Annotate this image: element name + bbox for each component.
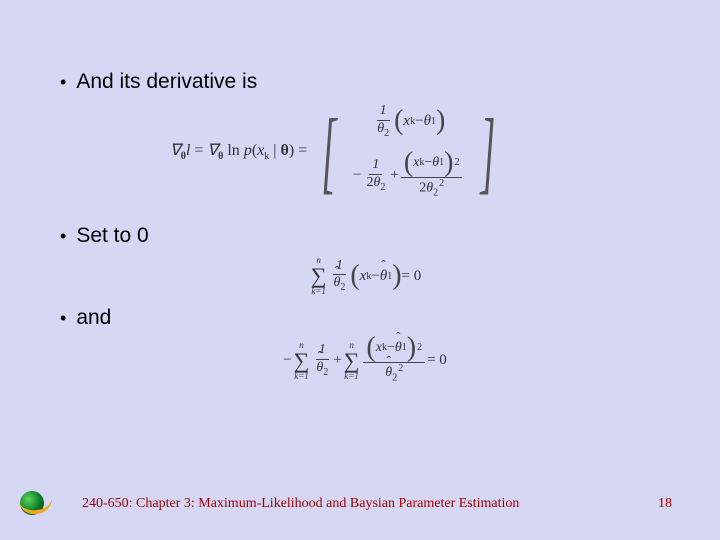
eq1-row-2: − 1 2θ2 + ( xk − θ1 ) 2 2θ22 <box>353 153 465 199</box>
lead-minus: − <box>283 352 291 369</box>
frac-paren-sq: ( xk − θ1 ) 2 2θ22 <box>401 153 463 199</box>
sum-bot: k=1 <box>344 372 359 381</box>
page-number: 18 <box>658 496 672 512</box>
eq-zero: = 0 <box>427 352 447 369</box>
sq2: 2 <box>439 178 444 189</box>
eq1-row-1: 1 θ2 ( xk − θ1 ) <box>353 104 465 139</box>
sq: 2 <box>454 157 459 168</box>
den: θ22 <box>382 363 406 384</box>
nabla-1: ∇ <box>170 142 181 159</box>
slide: • And its derivative is ∇θl = ∇θ ln p(xk… <box>0 0 720 540</box>
sum-icon-2: n ∑ k=1 <box>344 341 360 381</box>
sum-icon-1: n ∑ k=1 <box>294 341 310 381</box>
paren-group-2: ( xk − θ1 ) <box>350 266 401 286</box>
theta1-hat: θ <box>395 341 402 356</box>
minus: − <box>424 156 432 171</box>
sum-bot: k=1 <box>311 287 326 296</box>
den: θ2 <box>313 360 331 378</box>
sq2: 2 <box>398 363 403 374</box>
eq1-lhs: ∇θl = ∇θ ln p(xk | θ) = <box>170 140 307 162</box>
bar: | <box>269 142 280 159</box>
eq-sign-1: = <box>190 142 207 159</box>
footer-text: 240-650: Chapter 3: Maximum-Likelihood a… <box>82 496 658 512</box>
minus: − <box>415 113 423 130</box>
bullet-dot-icon: • <box>60 306 66 330</box>
den: 2θ22 <box>416 178 447 199</box>
eq-sign-2: = <box>294 142 307 159</box>
theta-hat: θ <box>316 360 323 375</box>
equation-2: n ∑ k=1 1 θ2 ( xk − θ1 ) = 0 <box>60 256 670 296</box>
frac-1-theta2: 1 θ2 <box>374 104 392 139</box>
theta1: θ <box>424 113 431 130</box>
p-var: p <box>244 142 252 159</box>
minus: − <box>371 268 379 285</box>
sub2: 2 <box>340 282 345 293</box>
den: θ2 <box>330 275 348 293</box>
frac-1-2theta2: 1 2θ2 <box>363 158 388 193</box>
num: 1 <box>377 104 390 121</box>
frac-1-theta2hat-b: 1 θ2 <box>313 343 331 378</box>
bullet-1: • And its derivative is <box>60 70 670 94</box>
bullet-2: • Set to 0 <box>60 224 670 248</box>
eq-zero: = 0 <box>402 268 422 285</box>
x: x <box>403 113 410 130</box>
frac-paren-sq-b: ( xk − θ1 ) 2 θ22 <box>363 338 425 384</box>
sub2: 2 <box>384 127 389 138</box>
bullet-2-text: Set to 0 <box>76 224 148 248</box>
bullet-dot-icon: • <box>60 70 66 94</box>
eq1-matrix: 1 θ2 ( xk − θ1 ) − 1 2θ2 + <box>351 100 467 203</box>
sub2: 2 <box>323 367 328 378</box>
ln-op: ln <box>223 142 243 159</box>
den: θ2 <box>374 121 392 139</box>
bullet-dot-icon: • <box>60 224 66 248</box>
frac-1-theta2hat: 1 θ2 <box>330 259 348 294</box>
sub2: 2 <box>380 182 385 193</box>
plus: + <box>333 352 341 369</box>
sub2: 2 <box>392 372 397 383</box>
lead-minus: − <box>353 167 361 184</box>
theta1: θ <box>432 156 439 171</box>
sub2: 2 <box>433 187 438 198</box>
bullet-3: • and <box>60 306 670 330</box>
right-bracket-icon: ] <box>481 105 496 197</box>
nabla-2: ∇ <box>207 142 218 159</box>
equation-3: − n ∑ k=1 1 θ2 + n ∑ k=1 ( xk − θ1 <box>60 338 670 384</box>
left-bracket-icon: [ <box>322 105 337 197</box>
theta-hat: θ <box>385 365 392 380</box>
sq: 2 <box>417 342 422 353</box>
num: 1 <box>369 158 382 175</box>
num: ( xk − θ1 ) 2 <box>401 153 463 178</box>
den: 2θ2 <box>363 175 388 193</box>
logo-icon <box>18 490 54 518</box>
theta1-hat: θ <box>380 268 387 285</box>
num: ( xk − θ1 ) 2 <box>363 338 425 363</box>
bullet-1-text: And its derivative is <box>76 70 257 94</box>
equation-1: ∇θl = ∇θ ln p(xk | θ) = [ 1 θ2 ( xk − θ1… <box>170 100 506 203</box>
theta-hat: θ <box>333 275 340 290</box>
plus: + <box>390 167 398 184</box>
footer: 240-650: Chapter 3: Maximum-Likelihood a… <box>0 490 720 518</box>
bullet-3-text: and <box>76 306 111 330</box>
theta-bold: θ <box>280 142 288 159</box>
paren-group-1: ( xk − θ1 ) <box>394 111 445 131</box>
sum-icon: n ∑ k=1 <box>311 256 327 296</box>
sum-bot: k=1 <box>294 372 309 381</box>
x: x <box>360 268 367 285</box>
